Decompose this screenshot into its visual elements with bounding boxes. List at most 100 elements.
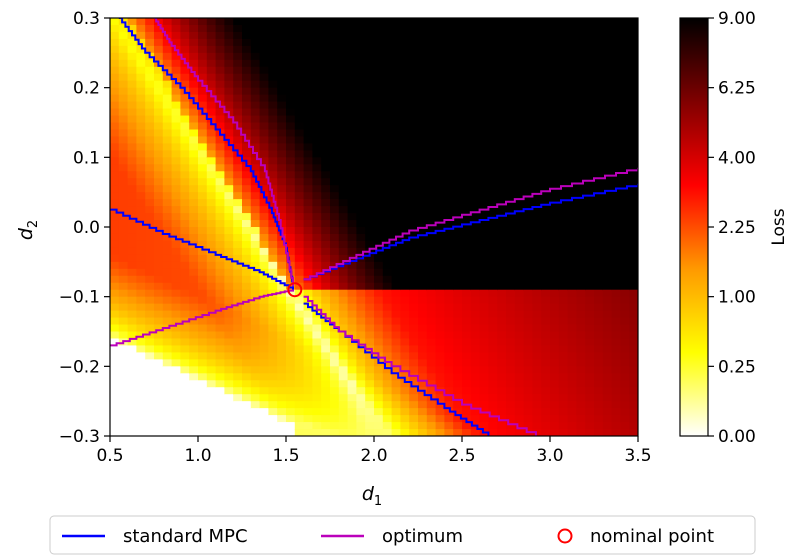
heatmap-cell (453, 324, 463, 333)
heatmap-cell (268, 408, 278, 416)
heatmap-cell (180, 157, 190, 165)
heatmap-cell (594, 45, 604, 54)
heatmap-cell (215, 380, 225, 388)
heatmap-cell (453, 136, 463, 144)
heatmap-cell (145, 401, 155, 409)
heatmap-cell (145, 192, 155, 200)
heatmap-cell (312, 387, 322, 395)
heatmap-cell (356, 387, 366, 395)
heatmap-cell (479, 45, 489, 54)
heatmap-cell (277, 101, 287, 110)
heatmap-cell (321, 59, 331, 68)
heatmap-cell (356, 101, 366, 110)
heatmap-cell (506, 296, 516, 305)
heatmap-cell (435, 87, 445, 96)
heatmap-cell (127, 143, 137, 151)
heatmap-cell (620, 66, 630, 75)
heatmap-cell (611, 52, 621, 61)
heatmap-cell (435, 310, 445, 319)
heatmap-cell (250, 31, 261, 40)
heatmap-cell (127, 122, 137, 131)
heatmap-cell (532, 240, 542, 249)
colorbar-tick-label: 0.00 (718, 427, 756, 447)
heatmap-cell (118, 268, 129, 277)
heatmap-cell (391, 52, 401, 61)
heatmap-cell (453, 24, 463, 33)
heatmap-cell (206, 289, 217, 298)
heatmap-cell (532, 150, 542, 158)
heatmap-cell (162, 366, 173, 374)
heatmap-cell (171, 129, 181, 138)
heatmap-cell (198, 101, 208, 110)
heatmap-cell (303, 310, 313, 319)
heatmap-cell (629, 422, 638, 430)
heatmap-cell (400, 38, 410, 47)
heatmap-cell (497, 178, 507, 186)
heatmap-cell (189, 80, 199, 89)
heatmap-cell (162, 227, 173, 235)
heatmap-cell (550, 87, 560, 96)
heatmap-cell (321, 331, 331, 340)
heatmap-cell (374, 24, 384, 33)
heatmap-cell (514, 178, 525, 186)
heatmap-cell (189, 422, 199, 430)
heatmap-cell (523, 18, 533, 26)
heatmap-cell (312, 31, 322, 40)
heatmap-cell (189, 408, 199, 416)
heatmap-cell (338, 59, 349, 68)
heatmap-cell (180, 80, 190, 89)
heatmap-cell (462, 310, 472, 319)
heatmap-cell (462, 429, 472, 436)
heatmap-cell (488, 352, 498, 360)
heatmap-cell (479, 227, 489, 235)
heatmap-cell (602, 331, 613, 340)
heatmap-cell (453, 282, 463, 291)
heatmap-cell (382, 296, 393, 305)
y-tick-label: 0.2 (73, 79, 100, 99)
heatmap-cell (576, 185, 586, 193)
heatmap-cell (585, 108, 595, 117)
heatmap-cell (426, 227, 437, 235)
heatmap-cell (523, 394, 533, 402)
heatmap-cell (541, 213, 551, 221)
heatmap-cell (435, 94, 445, 103)
heatmap-cell (426, 296, 437, 305)
heatmap-cell (215, 227, 225, 235)
heatmap-cell (382, 18, 393, 26)
heatmap-cell (426, 247, 437, 256)
heatmap-cell (347, 38, 357, 47)
heatmap-cell (602, 359, 613, 367)
y-tick-label: −0.3 (59, 427, 100, 447)
heatmap-cell (277, 303, 287, 312)
heatmap-cell (462, 94, 472, 103)
heatmap-cell (162, 415, 173, 423)
heatmap-cell (418, 73, 428, 82)
heatmap-cell (286, 366, 296, 374)
heatmap-cell (629, 227, 638, 235)
heatmap-cell (145, 31, 155, 40)
heatmap-cell (426, 18, 437, 26)
heatmap-cell (277, 108, 287, 117)
heatmap-cell (382, 415, 393, 423)
heatmap-cell (365, 220, 375, 228)
heatmap-cell (110, 80, 120, 89)
heatmap-cell (488, 178, 498, 186)
heatmap-cell (189, 415, 199, 423)
heatmap-cell (594, 261, 604, 270)
heatmap-cell (215, 164, 225, 172)
heatmap-cell (541, 401, 551, 409)
heatmap-cell (497, 331, 507, 340)
heatmap-cell (338, 164, 349, 172)
heatmap-cell (347, 45, 357, 54)
heatmap-cell (198, 408, 208, 416)
heatmap-cell (462, 150, 472, 158)
heatmap-cell (558, 108, 569, 117)
heatmap-cell (567, 164, 577, 172)
heatmap-cell (162, 213, 173, 221)
heatmap-cell (488, 261, 498, 270)
heatmap-cell (154, 338, 164, 347)
heatmap-cell (154, 129, 164, 138)
heatmap-cell (532, 268, 542, 277)
colorbar (679, 17, 709, 437)
heatmap-cell (312, 87, 322, 96)
